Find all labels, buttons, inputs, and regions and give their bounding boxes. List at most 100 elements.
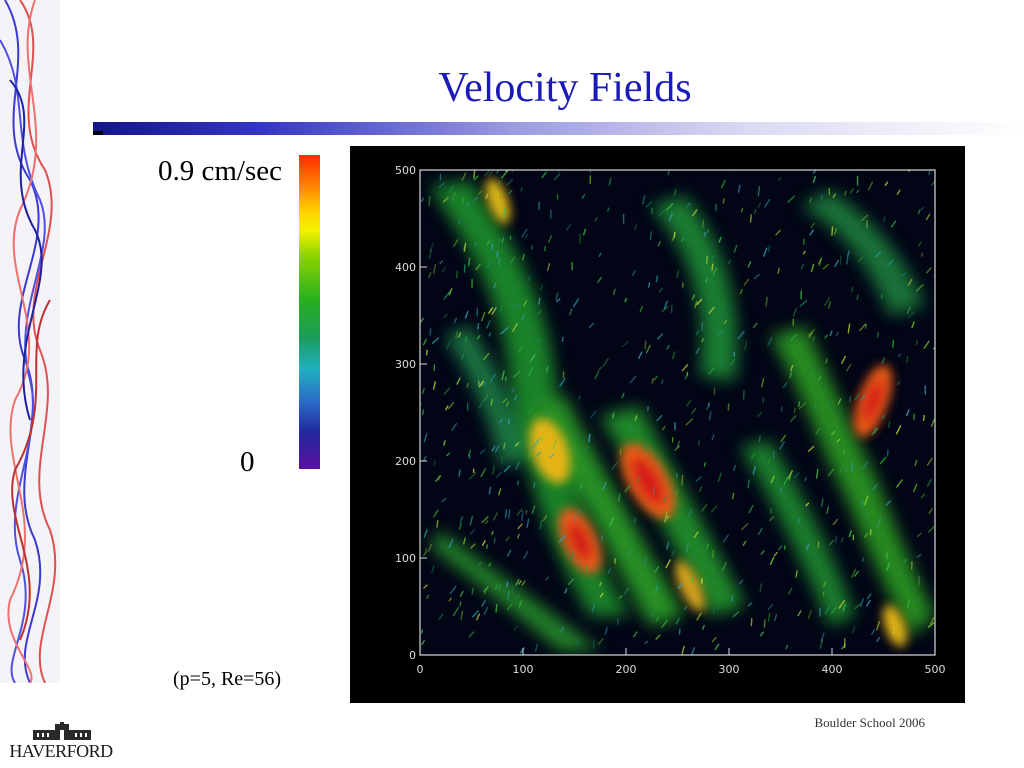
vector-streak: [742, 540, 747, 546]
vector-streak: [559, 378, 566, 387]
vector-streak: [611, 462, 618, 470]
vector-streak: [507, 590, 510, 601]
vector-streak: [916, 553, 922, 559]
vector-streak: [832, 518, 839, 526]
vector-streak: [528, 366, 534, 377]
vector-streak: [651, 378, 654, 384]
vector-streak: [524, 233, 529, 239]
vector-streak: [518, 442, 524, 448]
vector-streak: [848, 530, 852, 538]
velocity-field-plot: 0 100 200 300 400 500 0 100 200 300 400 500: [350, 146, 965, 703]
vector-streak: [872, 484, 878, 491]
vector-streak: [825, 401, 832, 408]
vector-streak: [733, 244, 738, 253]
vector-streak: [602, 358, 609, 367]
vector-streak: [536, 440, 540, 446]
vector-streak: [696, 298, 703, 305]
vector-streak: [804, 477, 808, 482]
vector-streak: [767, 458, 771, 464]
vector-streak: [445, 405, 449, 411]
vector-streak: [824, 297, 830, 307]
vector-streak: [812, 175, 817, 184]
vector-streak: [767, 612, 771, 622]
vector-streak: [506, 549, 512, 557]
vector-streak: [926, 457, 933, 466]
vector-streak: [674, 445, 681, 451]
x-tick-label: 500: [925, 663, 946, 676]
vector-streak: [876, 637, 881, 642]
vector-streak: [882, 216, 886, 222]
vector-streak: [428, 249, 433, 260]
vector-streak: [876, 620, 881, 631]
vector-streak: [797, 518, 801, 524]
vector-streak: [779, 441, 785, 450]
vector-streak: [752, 465, 756, 475]
vector-streak: [455, 330, 458, 339]
vector-streak: [521, 313, 525, 322]
vector-streak: [738, 579, 744, 585]
vector-streak: [799, 299, 808, 307]
vector-streak: [431, 337, 440, 344]
vector-streak: [856, 294, 859, 300]
vector-streak: [831, 226, 834, 236]
vector-streak: [470, 543, 476, 549]
vector-streak: [906, 409, 910, 417]
haverford-logo: HAVERFORD: [8, 722, 114, 762]
vector-streak: [807, 610, 812, 620]
vector-streak: [822, 580, 827, 588]
vector-streak: [442, 314, 448, 319]
vector-streak: [473, 196, 478, 202]
vector-streak: [429, 242, 434, 252]
plot-border: [419, 169, 936, 656]
vector-streak: [757, 202, 762, 208]
vector-streak: [915, 284, 924, 292]
vector-streak: [525, 509, 528, 515]
vector-streak: [728, 170, 730, 172]
vector-streak: [462, 537, 466, 545]
vector-streak: [461, 197, 465, 204]
vector-streak: [422, 338, 428, 346]
vector-streak: [577, 508, 582, 514]
vector-streak: [441, 267, 446, 273]
vector-streak: [443, 387, 451, 395]
vector-streak: [657, 209, 665, 217]
vector-streak: [686, 202, 691, 208]
vector-streak: [820, 632, 825, 642]
vector-streak: [642, 195, 646, 205]
vector-streak: [703, 462, 707, 467]
vector-streak: [618, 595, 623, 600]
vector-streak: [504, 509, 508, 519]
vector-streak: [840, 537, 844, 543]
x-axis: 0 100 200 300 400 500: [417, 648, 946, 676]
vector-streak: [582, 228, 587, 236]
vector-streak: [818, 256, 823, 267]
vector-streak: [432, 263, 437, 274]
vector-streak: [501, 170, 508, 179]
vector-streak: [508, 509, 511, 520]
vector-streak: [859, 323, 867, 332]
vector-streak: [829, 539, 834, 546]
vector-streak: [460, 610, 464, 620]
vector-streak: [561, 336, 564, 342]
vector-streak: [864, 533, 868, 538]
vector-streak: [777, 545, 783, 551]
vector-streak: [498, 237, 501, 243]
vector-streak: [805, 502, 810, 507]
plot-axes: 0 100 200 300 400 500 0 100 200 300 400 500: [395, 164, 946, 676]
vector-streak: [439, 260, 443, 265]
vector-streak: [477, 190, 483, 195]
vector-streak: [484, 170, 491, 176]
vector-streak: [483, 585, 489, 595]
logo-wordmark: HAVERFORD: [9, 741, 113, 761]
vector-streak: [741, 523, 749, 531]
vector-streak: [666, 541, 670, 550]
vector-streak: [421, 639, 425, 646]
vector-streak: [706, 543, 709, 550]
y-tick-label: 300: [395, 358, 416, 371]
vector-streak: [488, 332, 491, 337]
vector-streak: [817, 375, 822, 381]
vector-streak: [737, 184, 741, 193]
vector-streak: [433, 509, 439, 518]
vector-streak: [491, 530, 494, 536]
vector-streak: [599, 581, 602, 587]
